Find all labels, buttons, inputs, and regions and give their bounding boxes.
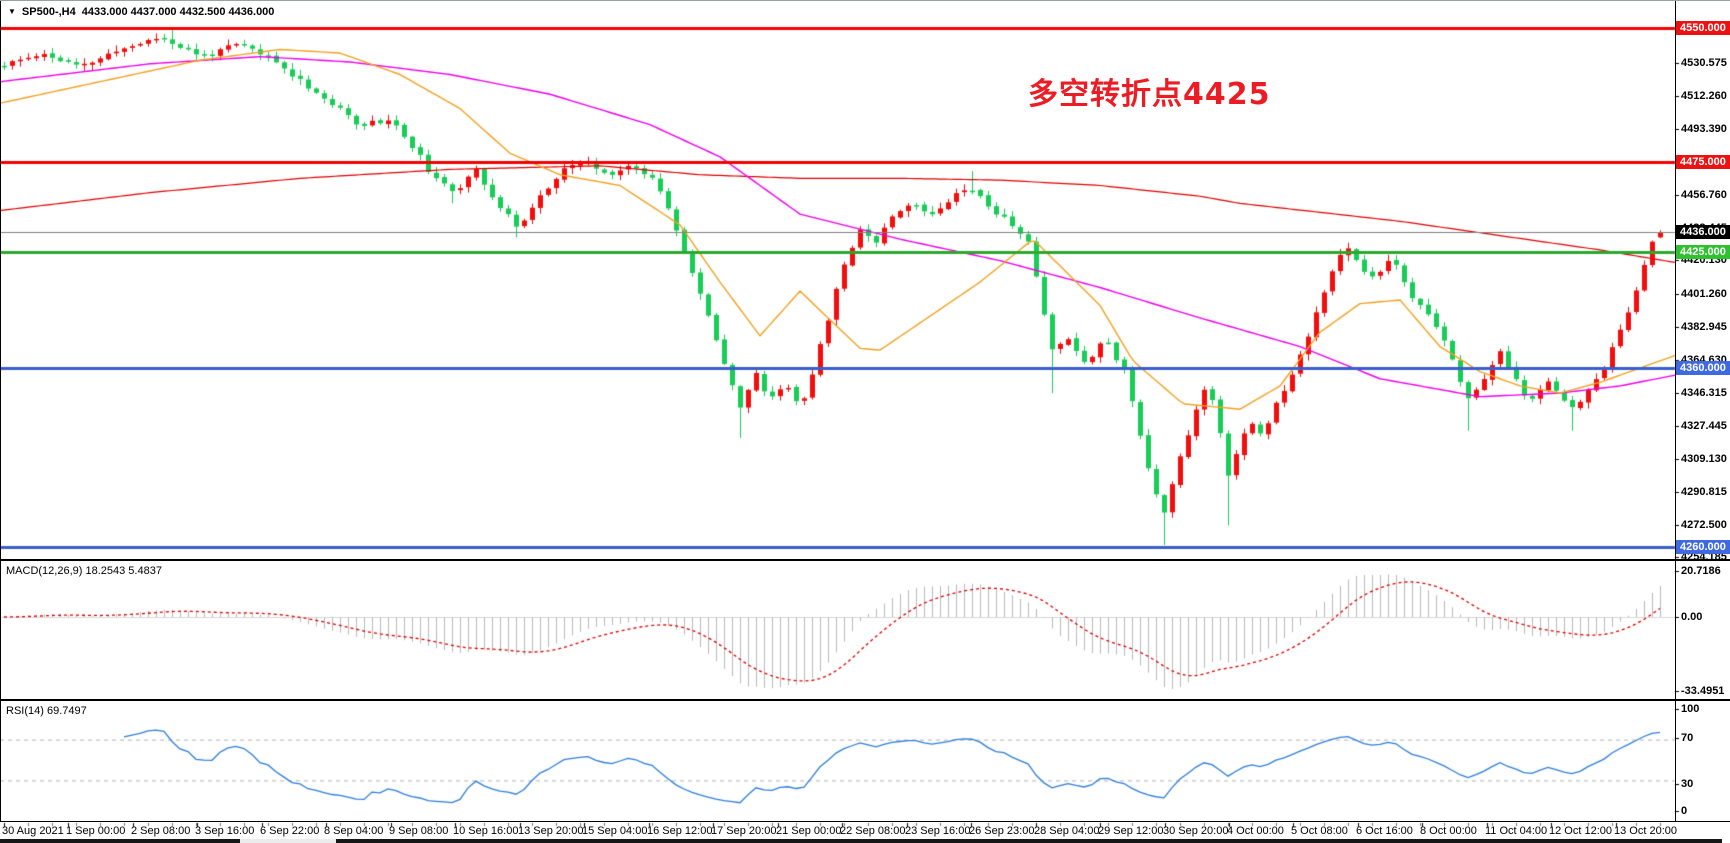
ohlc-readout: 4433.000 4437.000 4432.500 4436.000	[81, 6, 275, 18]
horizontal-scrollbar-track[interactable]	[0, 839, 1722, 843]
price-tick-label: 4530.575	[1681, 56, 1727, 69]
time-axis-label: 21 Sep 00:00	[776, 825, 842, 837]
time-axis-label: 2 Sep 08:00	[131, 825, 191, 837]
panel-separator-macd-rsi	[0, 699, 1730, 701]
macd-label: MACD(12,26,9) 18.2543 5.4837	[6, 565, 162, 577]
time-axis-label: 17 Sep 20:00	[711, 825, 777, 837]
symbol-header: ▼ SP500-,H4 4433.000 4437.000 4432.500 4…	[8, 6, 274, 18]
time-axis-label: 23 Sep 16:00	[905, 825, 971, 837]
time-axis-label: 29 Sep 12:00	[1098, 825, 1164, 837]
left-border	[0, 1, 1, 822]
price-tick-label: 4254.185	[1681, 551, 1727, 564]
time-axis-label: 26 Sep 23:00	[969, 825, 1035, 837]
price-level-badge: 4360.000	[1676, 361, 1730, 376]
price-tick-label: 4309.130	[1681, 453, 1727, 466]
time-axis-label: 13 Oct 20:00	[1614, 825, 1677, 837]
price-level-badge: 4550.000	[1676, 21, 1730, 35]
price-tick-label: 4290.815	[1681, 485, 1727, 498]
time-axis-label: 28 Sep 04:00	[1034, 825, 1100, 837]
time-axis-label: 5 Oct 08:00	[1291, 825, 1348, 837]
time-axis-label: 9 Sep 08:00	[389, 825, 449, 837]
symbol-dropdown-icon[interactable]: ▼	[8, 7, 16, 16]
time-axis-label: 15 Sep 04:00	[582, 825, 648, 837]
price-tick-label: 4327.445	[1681, 420, 1727, 433]
time-axis-label: 12 Oct 12:00	[1549, 825, 1612, 837]
macd-axis-label: 20.7186	[1681, 565, 1721, 577]
rsi-axis-label: 30	[1681, 778, 1694, 790]
time-axis-label: 16 Sep 12:00	[647, 825, 713, 837]
time-axis-label: 3 Sep 16:00	[195, 825, 255, 837]
time-axis-label: 30 Sep 20:00	[1163, 825, 1229, 837]
macd-axis-label: 0.00	[1681, 611, 1703, 623]
price-axis[interactable]: 4548.8904530.5754512.2604493.3904456.760…	[1676, 1, 1730, 821]
macd-axis-label: -33.4951	[1681, 685, 1725, 697]
price-level-badge: 4260.000	[1676, 540, 1730, 554]
price-tick-label: 4382.945	[1681, 320, 1727, 333]
panel-separator-main-macd	[0, 559, 1730, 561]
time-axis-label: 1 Sep 00:00	[66, 825, 126, 837]
price-tick-label: 4493.390	[1681, 123, 1727, 136]
time-axis-label: 6 Sep 22:00	[260, 825, 320, 837]
price-level-badge: 4425.000	[1676, 244, 1730, 259]
time-axis-label: 13 Sep 20:00	[518, 825, 584, 837]
price-tick-label: 4272.500	[1681, 518, 1727, 531]
time-axis-label: 8 Oct 00:00	[1420, 825, 1477, 837]
time-axis-label: 22 Sep 08:00	[840, 825, 906, 837]
panel-bottom-border	[0, 821, 1730, 822]
time-axis-label: 8 Sep 04:00	[324, 825, 384, 837]
time-axis-label: 30 Aug 2021	[2, 825, 64, 837]
rsi-axis-label: 100	[1681, 703, 1700, 715]
rsi-label: RSI(14) 69.7497	[6, 705, 87, 717]
pivot-annotation-text: 多空转折点4425	[1028, 77, 1271, 112]
price-tick-label: 4401.260	[1681, 288, 1727, 301]
time-axis-label: 11 Oct 04:00	[1485, 825, 1548, 837]
price-level-badge: 4475.000	[1676, 155, 1730, 170]
price-tick-label: 4346.315	[1681, 386, 1727, 399]
symbol-period-label: SP500-,H4	[21, 6, 76, 18]
price-axis-border	[1675, 1, 1676, 822]
time-axis[interactable]: 30 Aug 2021 1 Sep 00:00 2 Sep 08:00 3 Sep 1…	[0, 822, 1730, 837]
time-axis-label: 6 Oct 16:00	[1356, 825, 1413, 837]
price-level-badge: 4436.000	[1676, 225, 1730, 240]
time-axis-label: 4 Oct 00:00	[1227, 825, 1284, 837]
rsi-axis-label: 70	[1681, 732, 1694, 744]
horizontal-scrollbar-thumb[interactable]	[240, 839, 336, 843]
time-axis-label: 10 Sep 16:00	[453, 825, 519, 837]
price-tick-label: 4512.260	[1681, 89, 1727, 102]
price-tick-label: 4456.760	[1681, 188, 1727, 201]
rsi-axis-label: 0	[1681, 805, 1688, 817]
